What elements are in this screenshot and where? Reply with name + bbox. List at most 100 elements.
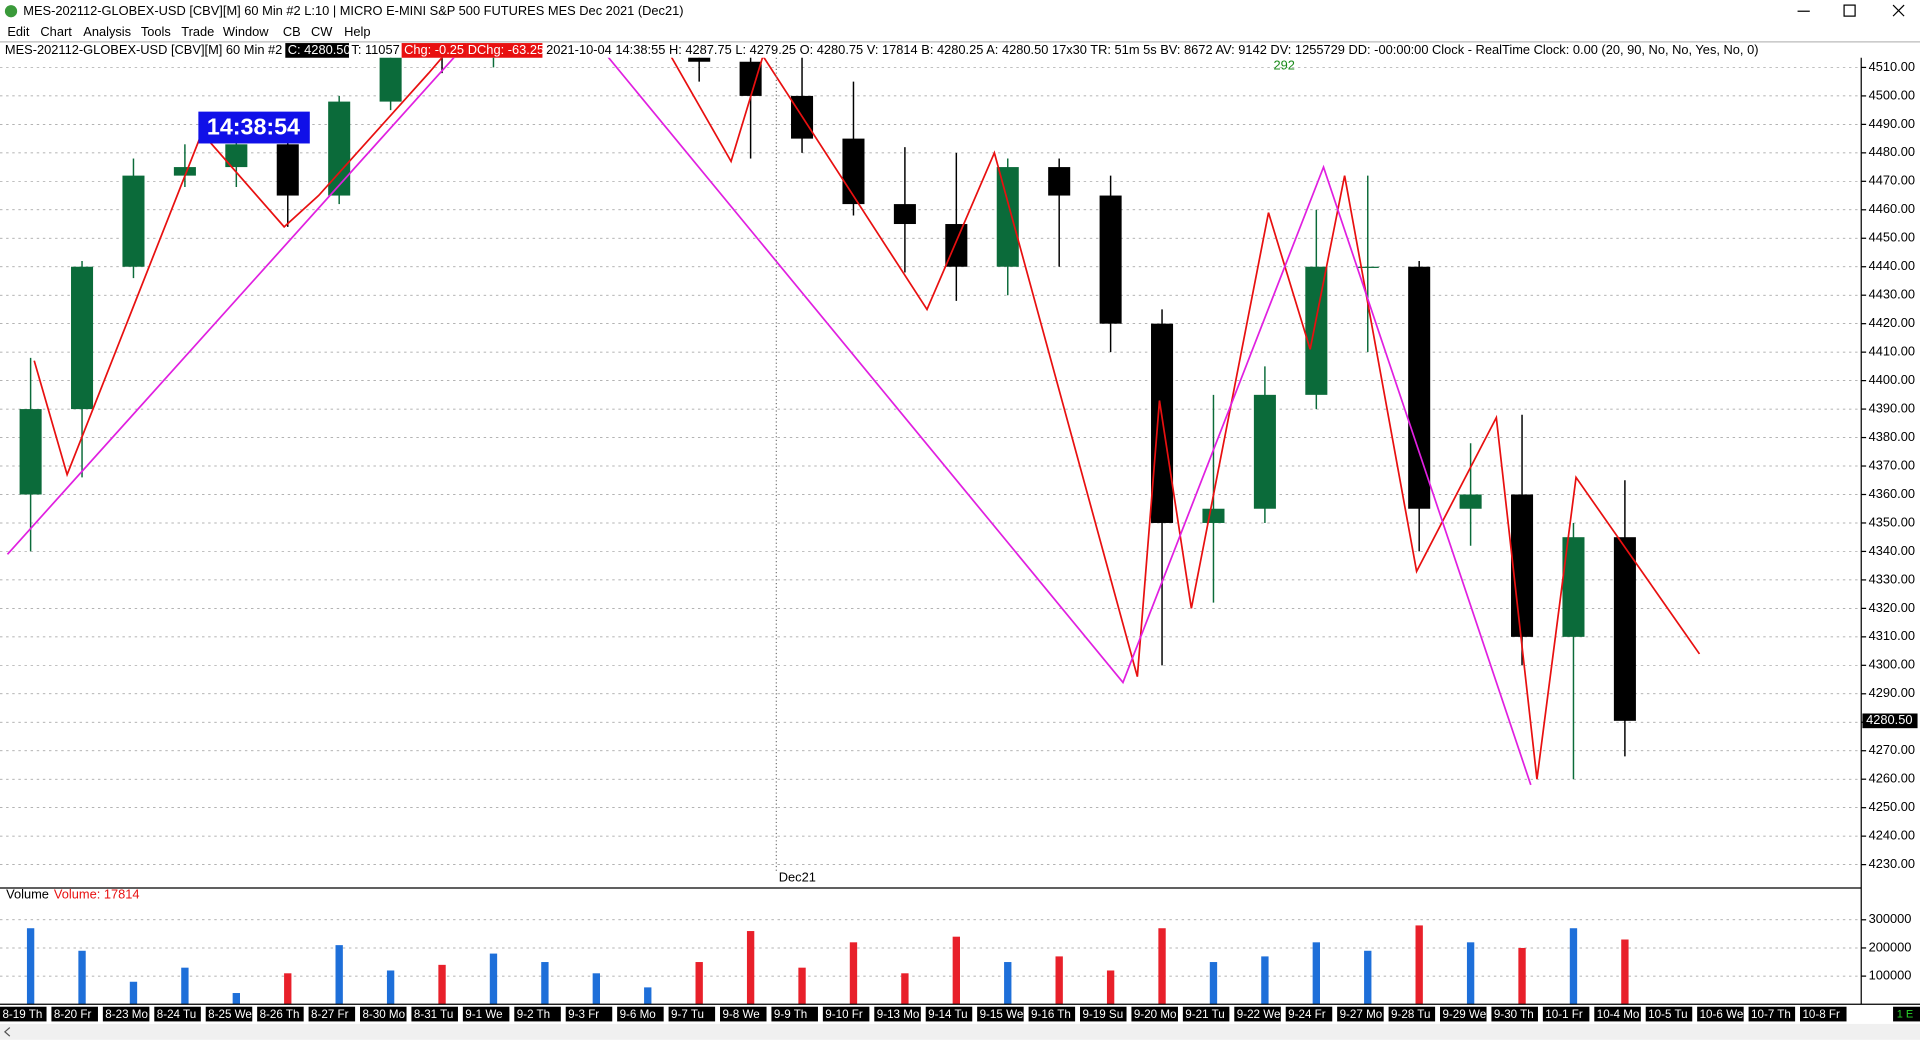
candle-body xyxy=(1511,494,1534,637)
scroll-left[interactable] xyxy=(3,1027,11,1037)
y-tick-label: 4440.00 xyxy=(1869,258,1915,273)
menu-item[interactable]: Analysis xyxy=(83,24,131,39)
info-close: C: 4280.50 xyxy=(288,42,351,57)
volume-bar xyxy=(386,970,395,1005)
y-tick-label: 4480.00 xyxy=(1869,144,1915,159)
volume-bar xyxy=(1158,928,1166,1005)
info-change: Chg: -0.25 xyxy=(404,42,464,57)
date-label-box xyxy=(462,1006,510,1022)
candle-body xyxy=(1099,195,1122,324)
y-tick-label: 4230.00 xyxy=(1869,856,1915,871)
menu-item[interactable]: CB xyxy=(283,24,301,39)
volume-bar xyxy=(1209,962,1218,1005)
x-tick-label: 9-22 We xyxy=(1237,1008,1281,1021)
scrollbar[interactable] xyxy=(0,1023,1920,1040)
y-tick-label: 4360.00 xyxy=(1869,486,1915,501)
v-tick-label: 300000 xyxy=(1869,911,1912,926)
menu-item[interactable]: Help xyxy=(344,24,370,39)
date-label-box xyxy=(154,1006,201,1022)
menu-item[interactable]: Trade xyxy=(181,24,214,39)
candle-body xyxy=(996,167,1019,267)
date-label-box xyxy=(0,1006,47,1022)
x-tick-label: 9-14 Tu xyxy=(928,1008,967,1021)
y-tick-label: 4430.00 xyxy=(1869,287,1915,302)
menu-item[interactable]: Window xyxy=(223,24,269,39)
date-label-box xyxy=(822,1006,870,1022)
date-label-box xyxy=(1080,1006,1127,1022)
volume-bar xyxy=(901,973,909,1005)
volume-bar xyxy=(695,962,703,1005)
x-tick-label: 9-30 Th xyxy=(1494,1008,1534,1021)
volume-bar xyxy=(1518,947,1526,1005)
candle-body xyxy=(1048,167,1071,196)
y-tick-label: 4340.00 xyxy=(1869,543,1915,558)
date-label-box xyxy=(1491,1006,1538,1022)
y-tick-label: 4270.00 xyxy=(1869,742,1915,757)
app-icon xyxy=(4,5,18,18)
volume-bar xyxy=(644,987,652,1005)
y-tick-label: 4450.00 xyxy=(1869,230,1915,245)
candle-body xyxy=(1459,494,1482,509)
volume-bar xyxy=(746,931,755,1005)
volume-bar xyxy=(181,967,189,1005)
last-price-box xyxy=(1862,713,1918,729)
date-label-box xyxy=(257,1006,304,1022)
close-box xyxy=(285,43,349,58)
menu-item[interactable]: Edit xyxy=(7,24,30,39)
x-tick-label: 9-2 Th xyxy=(517,1008,550,1021)
x-tick-label: 8-30 Mo xyxy=(362,1008,405,1021)
x-tick-label: 10-7 Th xyxy=(1751,1008,1791,1021)
x-tick-label: 8-23 Mo xyxy=(105,1008,148,1021)
volume-bar xyxy=(798,967,806,1005)
candle-body xyxy=(893,204,916,225)
candle-body xyxy=(276,144,299,196)
volume-bar xyxy=(1312,942,1320,1005)
date-label-box xyxy=(1234,1006,1281,1022)
y-tick-label: 4380.00 xyxy=(1869,429,1915,444)
candle-body xyxy=(225,144,248,168)
candle-body xyxy=(379,57,402,102)
date-label-box xyxy=(1594,1006,1641,1022)
menu-item[interactable]: Chart xyxy=(40,24,72,39)
date-label-box xyxy=(51,1006,98,1022)
x-tick-label: 8-24 Tu xyxy=(157,1008,196,1021)
date-label-box xyxy=(1645,1006,1693,1022)
restore-button[interactable] xyxy=(1843,4,1856,17)
info-daily-change: DChg: -63.25 xyxy=(468,42,544,57)
x-tick-label: 8-19 Th xyxy=(2,1008,42,1021)
date-label-box xyxy=(720,1006,767,1022)
volume-title: Volume xyxy=(6,887,49,902)
y-tick-label: 4290.00 xyxy=(1869,685,1915,700)
candle-body xyxy=(1202,508,1225,523)
volume-bar xyxy=(1621,939,1629,1005)
volume-bar xyxy=(1004,962,1012,1005)
date-label-box xyxy=(1285,1006,1333,1022)
price-plot xyxy=(6,57,1701,786)
x-tick-label: 9-1 We xyxy=(465,1008,502,1021)
date-label-box xyxy=(1800,1006,1847,1022)
menu-item[interactable]: CW xyxy=(311,24,333,39)
date-label-box xyxy=(1697,1006,1744,1022)
volume-bar xyxy=(952,936,960,1005)
y-tick-label: 4460.00 xyxy=(1869,201,1915,216)
date-label-box xyxy=(308,1006,356,1022)
y-tick-label: 4510.00 xyxy=(1869,59,1915,74)
y-tick-label: 4470.00 xyxy=(1869,173,1915,188)
date-label-box xyxy=(1388,1006,1436,1022)
date-label-box xyxy=(977,1006,1024,1022)
x-tick-label: 9-24 Fr xyxy=(1288,1008,1326,1021)
date-label-box xyxy=(360,1006,407,1022)
y-tick-label: 4370.00 xyxy=(1869,457,1915,472)
menu-bar xyxy=(0,22,1920,42)
x-tick-label: 10-1 Fr xyxy=(1545,1008,1583,1021)
y-tick-label: 4350.00 xyxy=(1869,514,1915,529)
volume-bar xyxy=(284,973,292,1005)
volume-bar xyxy=(1415,925,1423,1005)
close-button[interactable] xyxy=(1892,4,1905,17)
date-label-box xyxy=(411,1006,458,1022)
x-tick-label: 10-6 We xyxy=(1700,1008,1744,1021)
menu-item[interactable]: Tools xyxy=(141,24,171,39)
y-tick-label: 4410.00 xyxy=(1869,344,1915,359)
x-tick-label: 9-6 Mo xyxy=(620,1008,656,1021)
